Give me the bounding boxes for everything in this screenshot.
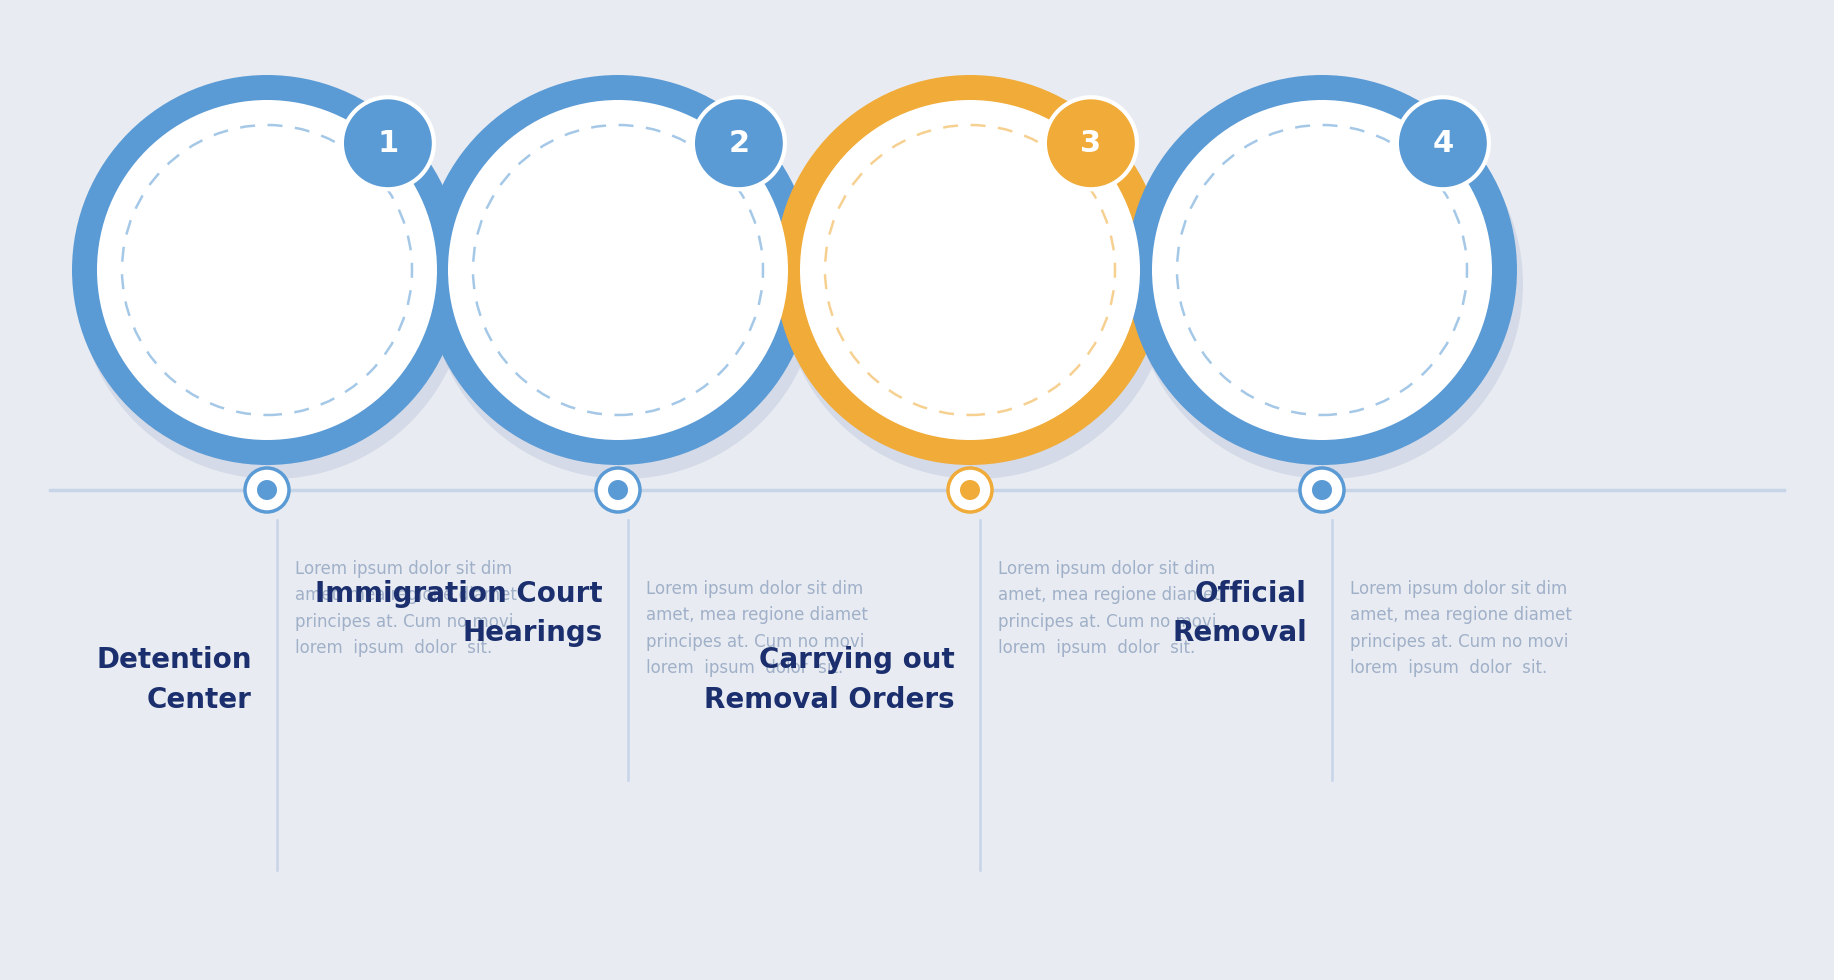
Circle shape	[341, 97, 435, 189]
Circle shape	[776, 75, 1165, 465]
Circle shape	[1128, 75, 1517, 465]
Circle shape	[1133, 89, 1522, 479]
Circle shape	[959, 480, 979, 500]
Circle shape	[693, 97, 785, 189]
Circle shape	[609, 480, 627, 500]
Text: 1: 1	[378, 128, 398, 158]
Circle shape	[79, 89, 468, 479]
Text: Lorem ipsum dolor sit dim
amet, mea regione diamet
principes at. Cum no movi
lor: Lorem ipsum dolor sit dim amet, mea regi…	[1350, 580, 1572, 677]
Text: 4: 4	[1432, 128, 1454, 158]
Circle shape	[781, 89, 1170, 479]
Circle shape	[1152, 100, 1493, 440]
Circle shape	[246, 468, 290, 512]
Circle shape	[97, 100, 436, 440]
Text: 2: 2	[728, 128, 750, 158]
Text: Lorem ipsum dolor sit dim
amet, mea regione diamet
principes at. Cum no movi
lor: Lorem ipsum dolor sit dim amet, mea regi…	[646, 580, 867, 677]
Text: 3: 3	[1080, 128, 1102, 158]
Text: Lorem ipsum dolor sit dim
amet, mea regione diamet
principes at. Cum no movi
lor: Lorem ipsum dolor sit dim amet, mea regi…	[295, 560, 517, 658]
Circle shape	[1300, 468, 1344, 512]
Circle shape	[1045, 97, 1137, 189]
Text: Official
Removal: Official Removal	[1172, 580, 1308, 647]
Circle shape	[72, 75, 462, 465]
Circle shape	[948, 468, 992, 512]
Circle shape	[596, 468, 640, 512]
Circle shape	[1311, 480, 1331, 500]
Circle shape	[1398, 97, 1489, 189]
Text: Immigration Court
Hearings: Immigration Court Hearings	[315, 580, 603, 647]
Text: Lorem ipsum dolor sit dim
amet, mea regione diamet
principes at. Cum no movi
lor: Lorem ipsum dolor sit dim amet, mea regi…	[998, 560, 1220, 658]
Circle shape	[447, 100, 789, 440]
Circle shape	[800, 100, 1141, 440]
Circle shape	[424, 75, 812, 465]
Text: Detention
Center: Detention Center	[97, 647, 251, 713]
Circle shape	[257, 480, 277, 500]
Text: Carrying out
Removal Orders: Carrying out Removal Orders	[704, 647, 956, 713]
Circle shape	[429, 89, 820, 479]
